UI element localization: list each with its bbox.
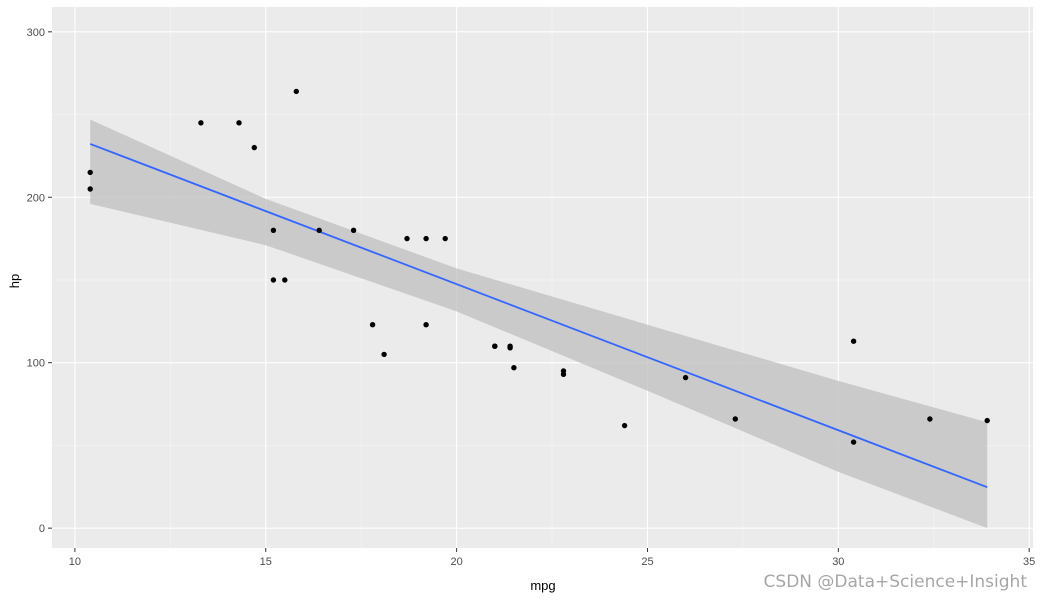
data-point bbox=[282, 277, 288, 283]
data-point bbox=[682, 374, 689, 381]
data-point bbox=[87, 186, 93, 192]
regression-line bbox=[89, 143, 988, 489]
data-point bbox=[492, 343, 498, 349]
data-point bbox=[369, 322, 376, 328]
data-point bbox=[850, 439, 857, 445]
data-point bbox=[293, 88, 299, 95]
y-axis: 0 100 200 300 bbox=[27, 27, 52, 535]
data-point bbox=[984, 417, 990, 424]
data-point bbox=[850, 338, 857, 344]
data-point bbox=[423, 322, 429, 328]
data-point bbox=[423, 235, 429, 242]
data-point bbox=[404, 235, 410, 242]
x-tick-label: 10 bbox=[69, 556, 81, 568]
data-point bbox=[621, 422, 628, 429]
data-point bbox=[316, 227, 322, 233]
watermark-text: CSDN @Data+Science+Insight bbox=[763, 572, 1027, 592]
data-point bbox=[927, 416, 933, 422]
data-point bbox=[511, 365, 517, 371]
y-axis-title: hp bbox=[7, 274, 22, 288]
data-point bbox=[732, 416, 738, 422]
data-point bbox=[381, 351, 387, 358]
data-point bbox=[87, 169, 93, 176]
confidence-ribbon bbox=[90, 119, 988, 529]
data-point bbox=[251, 144, 257, 151]
y-tick-label: 100 bbox=[27, 358, 45, 370]
x-tick-label: 20 bbox=[450, 556, 462, 568]
x-tick-label: 25 bbox=[641, 556, 653, 568]
data-point bbox=[236, 120, 242, 126]
y-tick-label: 300 bbox=[27, 27, 45, 39]
data-point bbox=[507, 345, 513, 351]
x-tick-label: 15 bbox=[260, 556, 272, 568]
data-point bbox=[270, 277, 277, 283]
x-axis: 10 15 20 25 30 35 bbox=[69, 548, 1035, 568]
x-tick-label: 35 bbox=[1023, 556, 1035, 568]
y-tick-label: 200 bbox=[27, 192, 45, 204]
data-point bbox=[560, 368, 567, 374]
x-tick-label: 30 bbox=[832, 556, 844, 568]
data-point bbox=[198, 120, 204, 126]
data-points bbox=[87, 88, 990, 445]
x-axis-title: mpg bbox=[530, 578, 555, 593]
data-point bbox=[270, 227, 277, 233]
data-point bbox=[442, 235, 448, 242]
data-point bbox=[350, 227, 357, 233]
y-tick-label: 0 bbox=[39, 523, 45, 535]
